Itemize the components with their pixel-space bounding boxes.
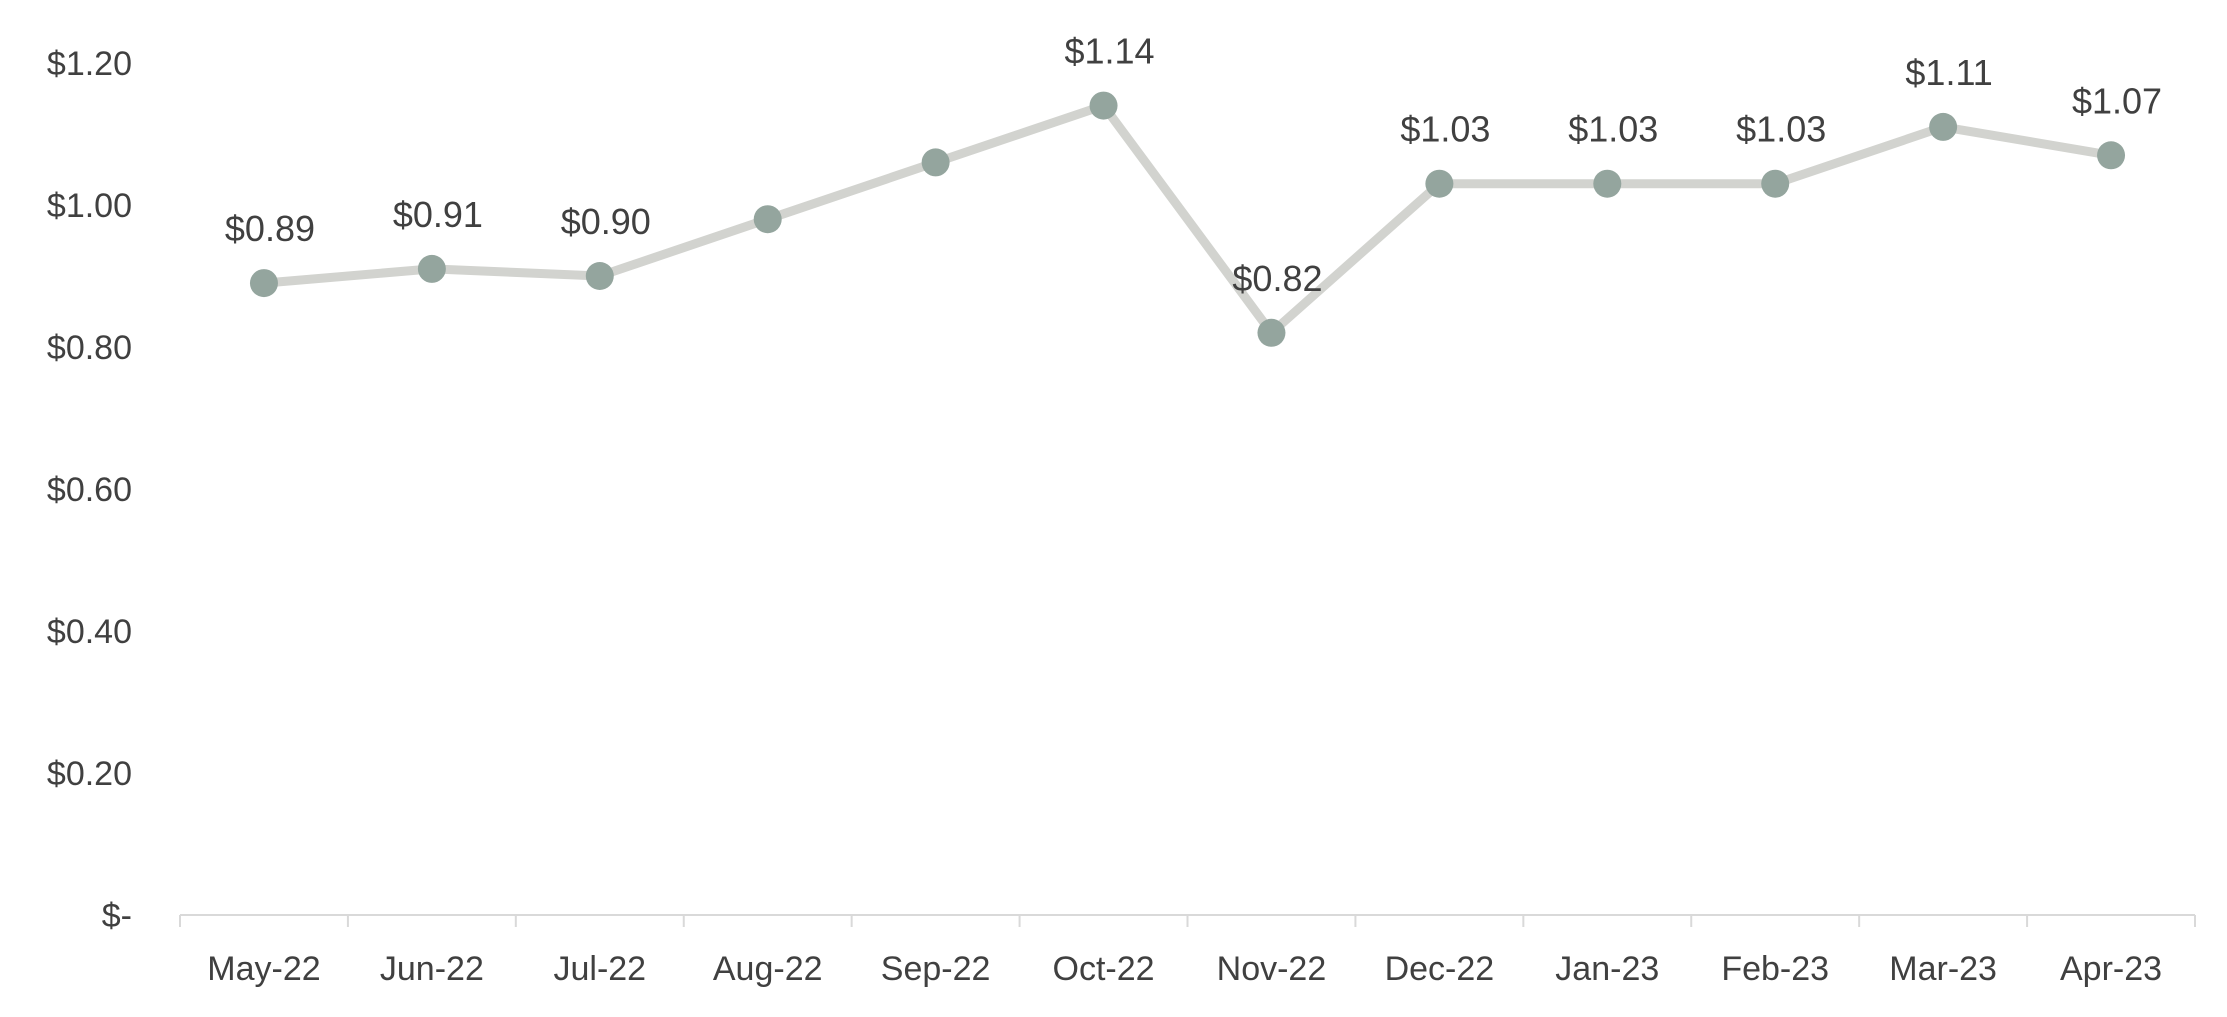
x-tick-label: Jul-22 [553,950,646,988]
data-point [1593,169,1622,198]
data-label: $1.03 [1736,109,1826,150]
data-point [249,269,278,298]
x-tick-label: Oct-22 [1053,950,1155,988]
data-label: $0.89 [225,208,315,249]
marker-layer [249,91,2126,347]
x-tick-label: Mar-23 [1889,950,1997,988]
data-point [753,205,782,234]
data-label: $1.07 [2072,80,2162,121]
x-tick-label: Aug-22 [713,950,823,988]
y-tick-label: $- [102,897,132,935]
data-label: $0.82 [1232,258,1322,299]
data-point [2097,141,2126,170]
data-point [585,262,614,290]
series-line-layer [259,101,2116,338]
y-tick-label: $0.80 [47,329,132,367]
data-label: $1.11 [1905,52,1992,93]
data-point [417,254,446,283]
x-tick-label: Jun-22 [380,950,484,988]
y-tick-label: $1.00 [47,187,132,225]
data-point [1761,169,1790,198]
data-point [1257,318,1286,347]
x-tick-label: Apr-23 [2060,950,2162,988]
y-tick-label: $0.40 [47,613,132,651]
data-label: $0.90 [561,201,651,242]
data-label: $1.03 [1568,109,1658,150]
x-tick-label: Dec-22 [1385,950,1495,988]
series-line [259,101,2116,338]
data-label-layer: $0.89 $0.91 $0.90 $1.14 $0.82 $1.03 $1.03 $1.03… [225,31,2162,299]
data-label: $1.14 [1064,31,1154,72]
y-tick-label: $1.20 [47,45,132,83]
x-tick-label: Sep-22 [881,950,991,988]
x-tick-label: Feb-23 [1721,950,1829,988]
data-point [1425,169,1454,198]
data-point [1929,112,1958,141]
x-tick-label: Jan-23 [1555,950,1659,988]
data-label: $1.03 [1400,109,1490,150]
data-point [921,148,950,177]
x-tick-label: Nov-22 [1217,950,1327,988]
y-tick-label: $0.20 [47,755,132,793]
data-point [1089,91,1118,120]
x-tick-label: May-22 [207,950,320,988]
axes: $- $0.20 $0.40 $0.60 $0.80 $1.00 $1.20 May-22 Ju… [47,45,2196,988]
data-label: $0.91 [393,194,483,235]
y-tick-label: $0.60 [47,471,132,509]
